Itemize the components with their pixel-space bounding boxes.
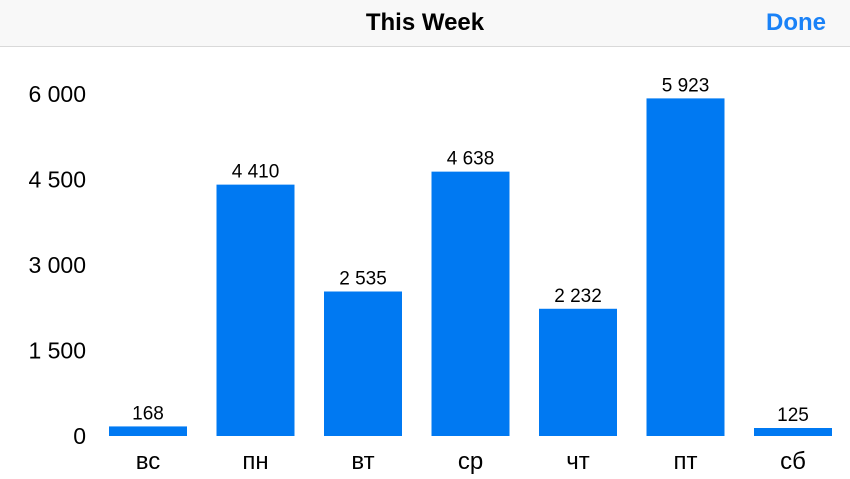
x-tick-label: сб bbox=[780, 448, 806, 475]
data-label: 125 bbox=[777, 405, 809, 426]
x-tick-label: пт bbox=[674, 448, 698, 475]
x-tick-label: пн bbox=[242, 448, 268, 475]
y-tick-label: 1 500 bbox=[28, 338, 86, 364]
bar bbox=[324, 291, 402, 436]
bar bbox=[754, 428, 832, 436]
y-tick-label: 0 bbox=[73, 423, 86, 449]
navigation-bar: This Week Done bbox=[0, 0, 850, 47]
data-label: 5 923 bbox=[662, 75, 710, 96]
data-label: 4 410 bbox=[232, 162, 280, 183]
x-tick-label: чт bbox=[566, 448, 590, 475]
data-label: 2 232 bbox=[554, 286, 602, 307]
data-label: 4 638 bbox=[447, 149, 495, 170]
bar bbox=[539, 308, 617, 436]
bar-chart: 0 1 500 3 000 4 500 6 000 168 вс 4 410 пн 2 535 вт… bbox=[28, 75, 832, 475]
x-tick-label: вт bbox=[351, 448, 374, 475]
y-tick-label: 6 000 bbox=[28, 81, 86, 107]
bar bbox=[216, 184, 295, 436]
y-tick-label: 4 500 bbox=[28, 167, 86, 193]
done-button[interactable]: Done bbox=[766, 9, 826, 36]
bar bbox=[646, 98, 725, 436]
bar bbox=[109, 426, 187, 436]
y-tick-label: 3 000 bbox=[28, 252, 86, 278]
x-tick-label: ср bbox=[458, 448, 483, 475]
data-label: 168 bbox=[132, 403, 164, 424]
page-title: This Week bbox=[365, 9, 485, 36]
x-tick-label: вс bbox=[136, 448, 160, 475]
bar bbox=[431, 171, 510, 436]
data-label: 2 535 bbox=[339, 269, 387, 290]
